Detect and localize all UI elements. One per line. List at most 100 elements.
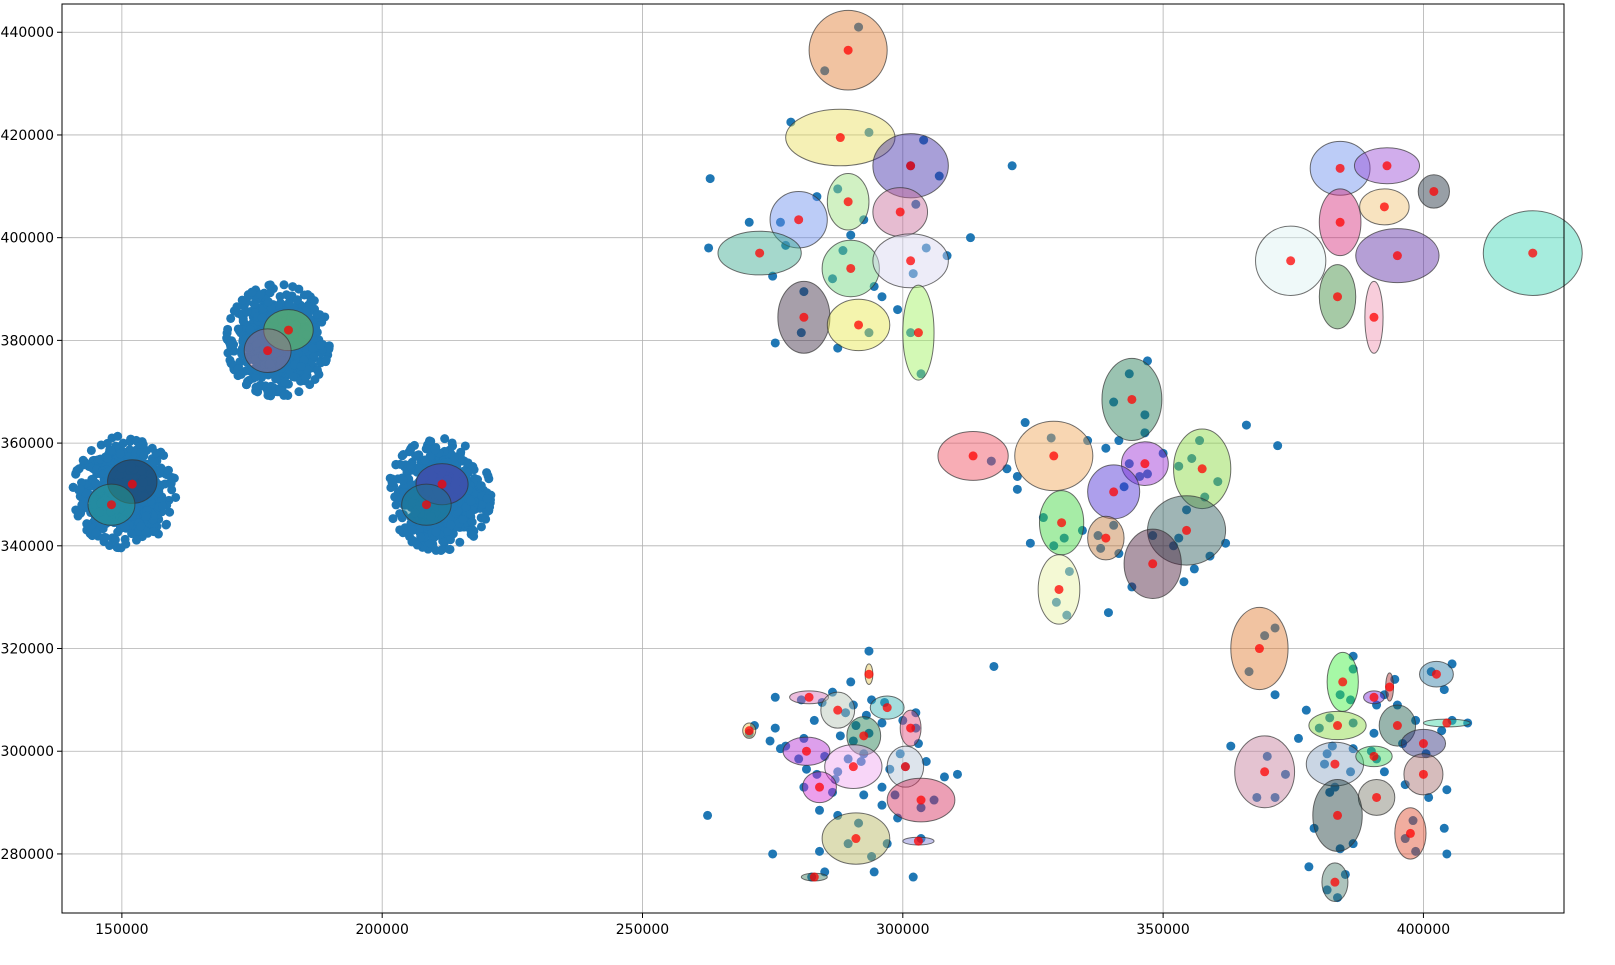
dense-point xyxy=(309,296,319,306)
scatter-point xyxy=(867,695,877,705)
scatter-point xyxy=(796,695,806,705)
cluster-center-point xyxy=(815,782,825,792)
scatter-point xyxy=(1424,792,1434,802)
scatter-point xyxy=(854,818,864,828)
dense-point xyxy=(448,441,458,451)
dense-point xyxy=(271,374,281,384)
dense-point xyxy=(420,455,430,465)
scatter-point xyxy=(1143,356,1153,366)
dense-point xyxy=(481,514,491,524)
scatter-point xyxy=(939,772,949,782)
dense-point xyxy=(223,324,233,334)
scatter-point xyxy=(820,66,830,76)
dense-point xyxy=(264,280,274,290)
cluster-center-point xyxy=(1109,487,1119,497)
cluster-center-point xyxy=(1335,163,1345,173)
scatter-point xyxy=(833,184,843,194)
scatter-point xyxy=(942,251,952,261)
scatter-point xyxy=(835,731,845,741)
dense-point xyxy=(236,369,246,379)
dense-point xyxy=(265,359,275,369)
dense-point xyxy=(106,446,116,456)
dense-point xyxy=(312,309,322,319)
scatter-point xyxy=(1442,849,1452,859)
scatter-point xyxy=(1252,792,1262,802)
scatter-point xyxy=(1439,823,1449,833)
dense-point xyxy=(460,441,470,451)
cluster-center-point xyxy=(1140,459,1150,469)
scatter-point xyxy=(1322,749,1332,759)
y-tick-label: 340000 xyxy=(1,539,54,555)
scatter-point xyxy=(1293,733,1303,743)
scatter-point xyxy=(841,708,851,718)
scatter-point xyxy=(770,723,780,733)
dense-point xyxy=(117,463,127,473)
dense-point xyxy=(241,380,251,390)
scatter-point xyxy=(1411,715,1421,725)
x-tick-label: 150000 xyxy=(95,922,148,938)
dense-point xyxy=(440,434,450,444)
scatter-point xyxy=(908,872,918,882)
cluster-center-point xyxy=(1286,256,1296,266)
dense-point xyxy=(446,520,456,530)
scatter-point xyxy=(1226,741,1236,751)
scatter-point xyxy=(869,867,879,877)
scatter-point xyxy=(929,795,939,805)
dense-point xyxy=(294,387,304,397)
dense-point xyxy=(458,515,468,525)
scatter-point xyxy=(854,22,864,32)
scatter-point xyxy=(1109,397,1119,407)
cluster-center-point xyxy=(437,479,447,489)
dense-point xyxy=(156,463,166,473)
dense-point xyxy=(436,546,446,556)
cluster-center-point xyxy=(804,692,814,702)
dense-point xyxy=(225,339,235,349)
dense-point xyxy=(450,479,460,489)
cluster-center-point xyxy=(1429,186,1439,196)
cluster-center-point xyxy=(1260,767,1270,777)
cluster-center-point xyxy=(906,161,916,171)
scatter-point xyxy=(1369,728,1379,738)
dense-point xyxy=(301,306,311,316)
dense-point xyxy=(100,532,110,542)
dense-point xyxy=(162,519,172,529)
scatter-point xyxy=(1322,885,1332,895)
scatter-point xyxy=(765,736,775,746)
scatter-point xyxy=(1109,520,1119,530)
scatter-point xyxy=(952,769,962,779)
dense-point xyxy=(314,369,324,379)
cluster-center-point xyxy=(895,207,905,217)
dense-point xyxy=(271,348,281,358)
dense-point xyxy=(299,290,309,300)
cluster-center-point xyxy=(851,834,861,844)
scatter-point xyxy=(1077,525,1087,535)
cluster-center-point xyxy=(1049,451,1059,461)
dense-point xyxy=(279,280,289,290)
dense-point xyxy=(72,465,82,475)
scatter-point xyxy=(890,790,900,800)
cluster-center-point xyxy=(1254,644,1264,654)
dense-point xyxy=(138,478,148,488)
scatter-point xyxy=(848,736,858,746)
cluster-center-point xyxy=(263,346,273,356)
cluster-center-point xyxy=(833,705,843,715)
scatter-point xyxy=(843,839,853,849)
scatter-point xyxy=(1020,418,1030,428)
cluster-center-point xyxy=(1330,877,1340,887)
dense-point xyxy=(255,290,265,300)
cluster-center-point xyxy=(848,762,858,772)
scatter-point xyxy=(1012,484,1022,494)
cluster-center-point xyxy=(1197,464,1207,474)
dense-point xyxy=(232,302,242,312)
cluster-center-point xyxy=(854,320,864,330)
scatter-point xyxy=(799,782,809,792)
dense-point xyxy=(395,525,405,535)
dense-point xyxy=(296,361,306,371)
scatter-point xyxy=(1304,862,1314,872)
dense-point xyxy=(154,488,164,498)
dense-point xyxy=(139,451,149,461)
y-tick-label: 440000 xyxy=(1,25,54,41)
scatter-point xyxy=(1158,448,1168,458)
cluster-center-point xyxy=(1054,584,1064,594)
cluster-center-point xyxy=(846,263,856,273)
